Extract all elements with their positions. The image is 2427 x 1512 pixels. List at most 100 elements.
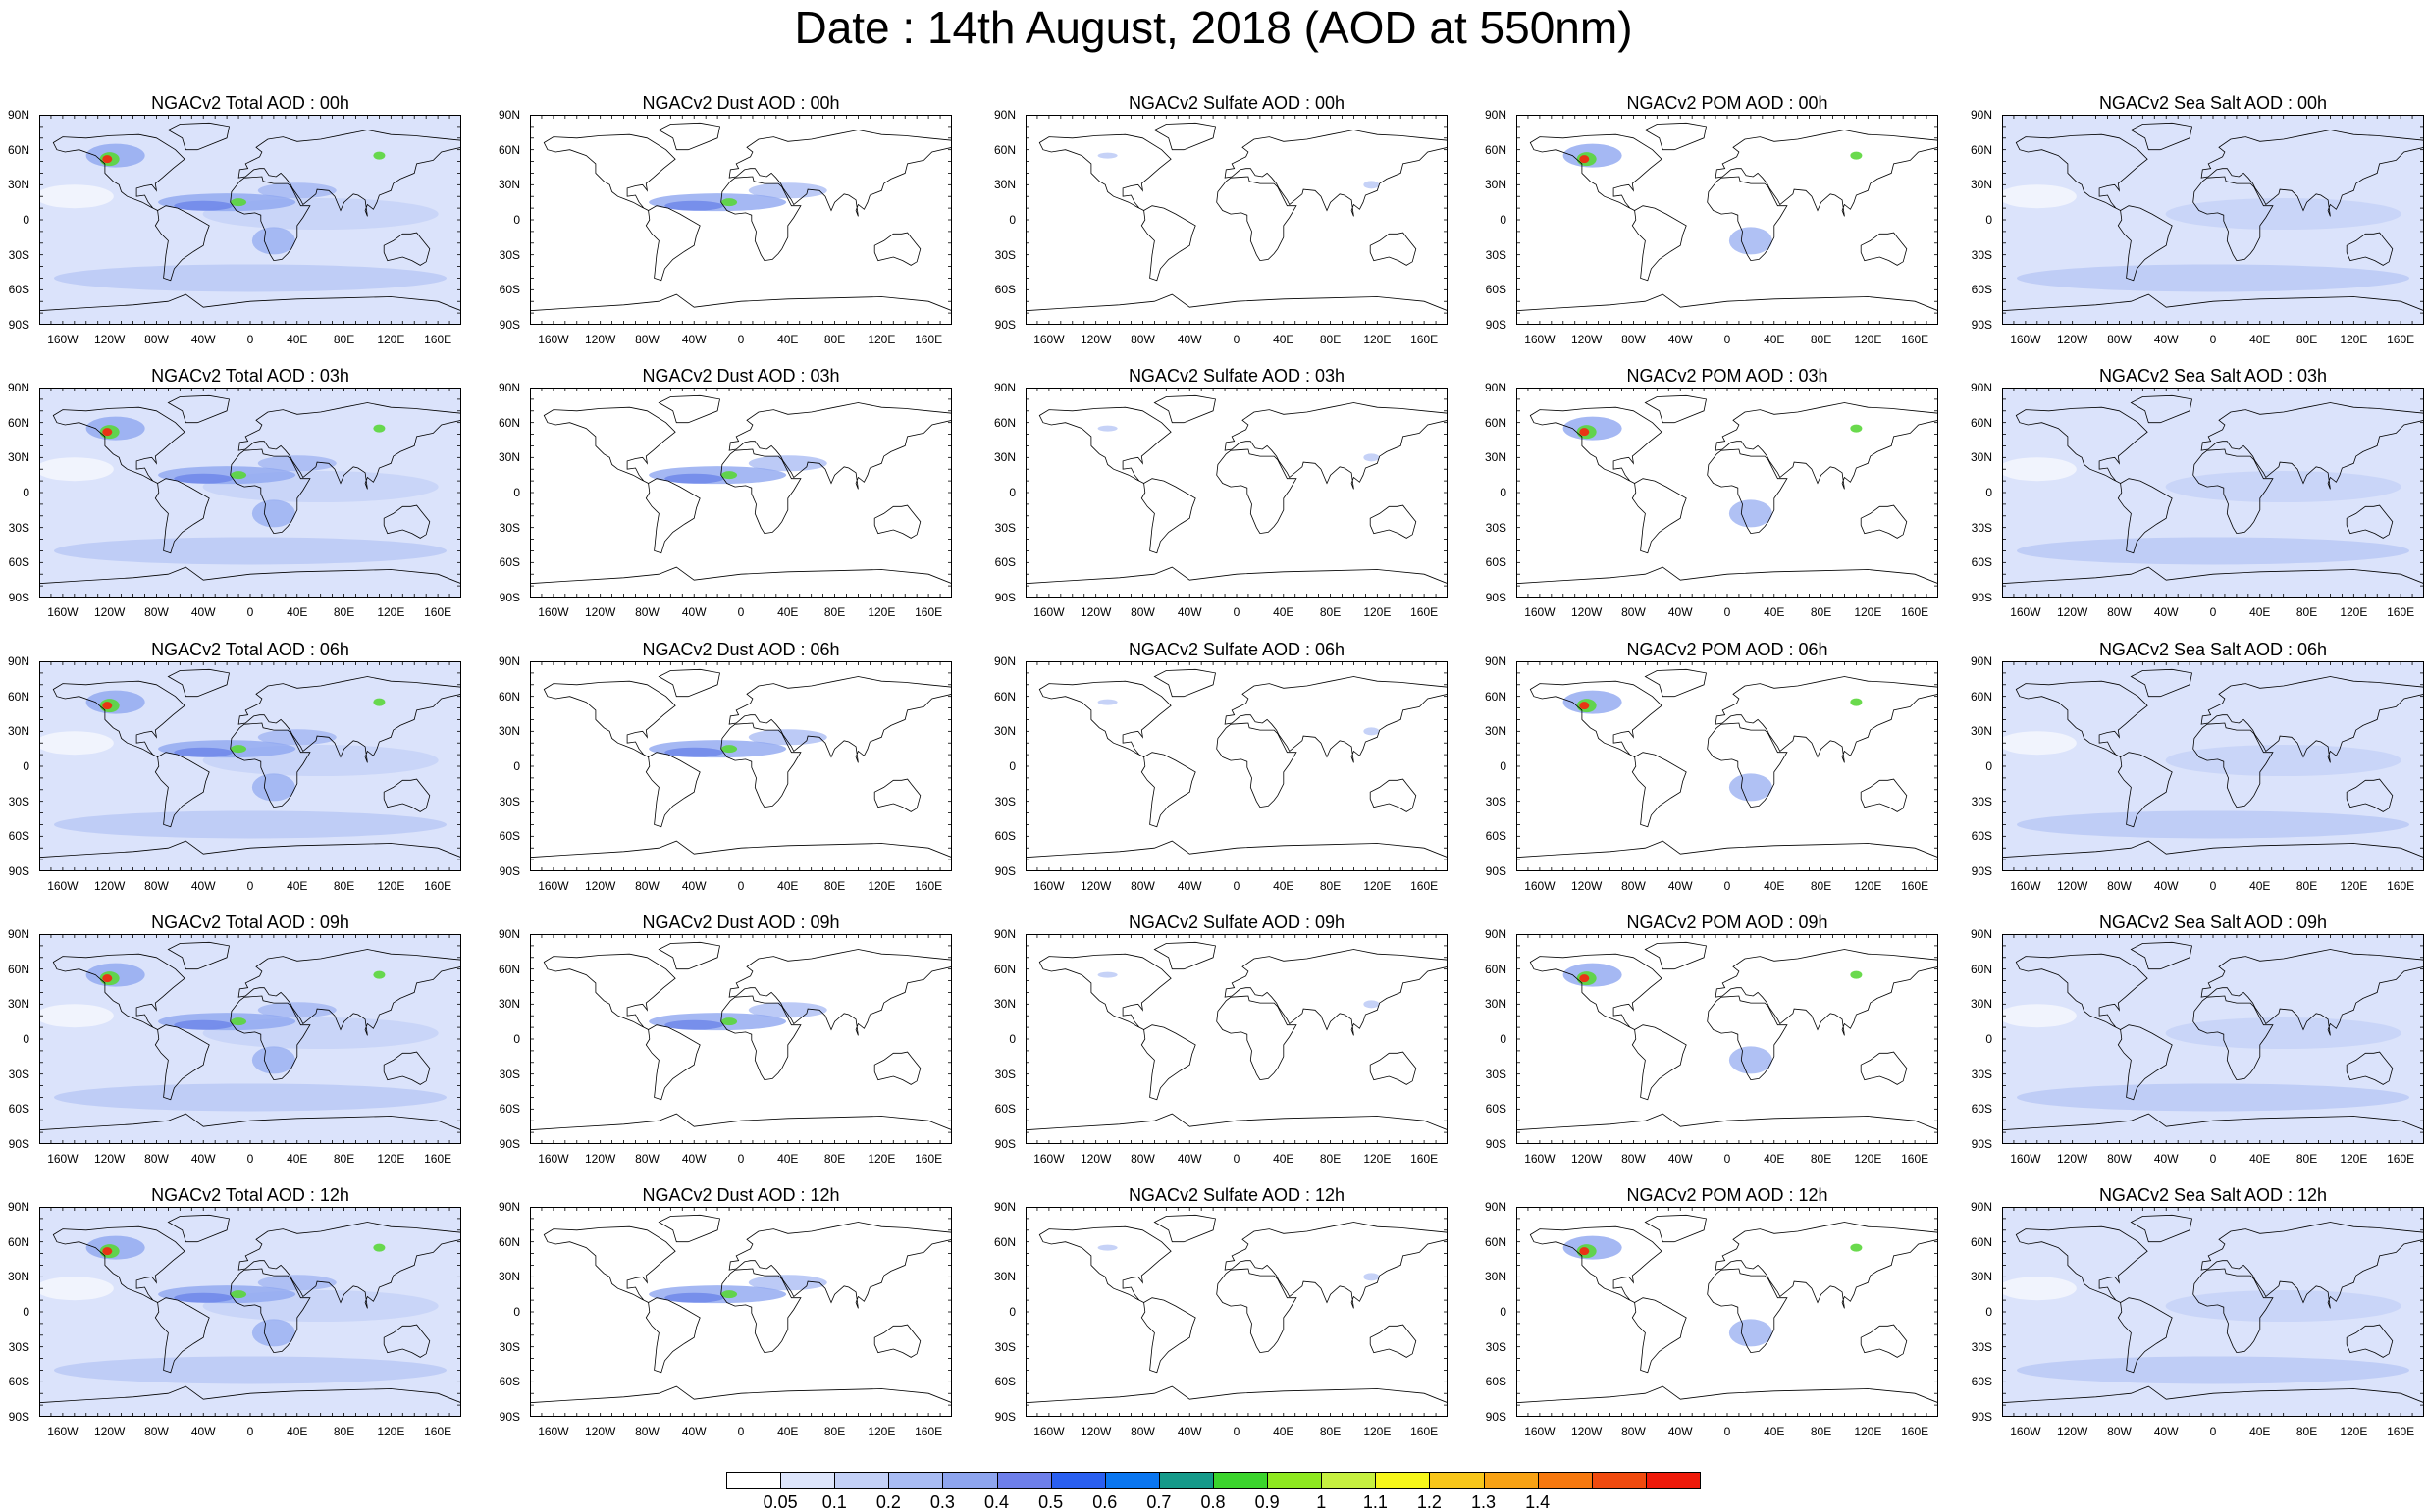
map-plot (39, 661, 461, 871)
coastline-samerica (645, 205, 701, 282)
lon-label: 40E (777, 605, 799, 619)
lat-label: 60S (1971, 1102, 1992, 1117)
world-map (530, 661, 952, 871)
coastline-greenland (658, 668, 720, 698)
aod-plume (664, 747, 724, 757)
lon-label: 120E (2340, 1425, 2368, 1438)
aod-plume (664, 1019, 724, 1030)
lat-label: 0 (1009, 213, 1016, 227)
lat-label: 30N (1484, 450, 1506, 465)
lat-label: 0 (23, 486, 29, 499)
lat-label: 30N (7, 1270, 29, 1284)
lat-label: 90S (1485, 864, 1506, 878)
aod-plume (1850, 970, 1863, 979)
lon-label: 120W (1570, 605, 1603, 619)
lat-label: 0 (513, 1032, 520, 1046)
lat-label: 90S (994, 591, 1016, 604)
coastline-samerica (1631, 1297, 1687, 1374)
coastline-africa (230, 995, 311, 1081)
lon-label: 40W (1667, 1425, 1693, 1438)
lon-label: 160W (47, 1152, 79, 1166)
lat-label: 90S (1971, 318, 1992, 332)
coastline-africa (1216, 995, 1297, 1081)
lat-label: 60S (499, 1102, 520, 1117)
world-map (1026, 1207, 1448, 1417)
lon-label: 40E (777, 1425, 799, 1438)
colorbar-label: 0.4 (984, 1492, 1010, 1512)
lon-label: 120W (1080, 333, 1112, 346)
coastline-namerica (52, 680, 185, 757)
aod-plume (664, 1292, 724, 1303)
map-plot (1516, 388, 1938, 598)
lat-label: 30S (994, 1339, 1016, 1354)
colorbar-label: 0.05 (763, 1492, 798, 1512)
lon-label: 80E (1319, 1425, 1342, 1438)
panel-title: NGACv2 Sulfate AOD : 00h (1128, 93, 1345, 113)
lon-label: 120W (93, 1425, 126, 1438)
lon-label: 40W (190, 879, 216, 893)
coastline-antarctica (1026, 840, 1448, 871)
aod-plume (54, 1356, 447, 1384)
lon-label: 160W (1033, 605, 1065, 619)
colorbar-box (1429, 1472, 1485, 1489)
coastline-antarctica (1026, 293, 1448, 325)
lon-label: 120E (1363, 1425, 1392, 1438)
lon-label: 120E (1363, 605, 1392, 619)
coastline-australia (2346, 1051, 2394, 1085)
coastline-eurasia (2200, 949, 2424, 1036)
lon-label: 40E (1764, 605, 1785, 619)
lon-label: 120W (1570, 333, 1603, 346)
aod-plume (39, 457, 114, 482)
lat-label: 30N (7, 450, 29, 465)
map-plot (39, 388, 461, 598)
coastline-greenland (2130, 1214, 2192, 1243)
lat-label: 60S (994, 1375, 1016, 1389)
aod-plume (174, 1292, 234, 1303)
aod-plume (102, 702, 113, 710)
coastline-eurasia (1224, 949, 1448, 1036)
lon-label: 160W (2010, 1425, 2041, 1438)
lat-label: 30S (1485, 1339, 1506, 1354)
coastline-africa (720, 1268, 802, 1354)
lon-label: 40W (2153, 1152, 2179, 1166)
map-background (530, 115, 952, 325)
map-panel: NGACv2 Sea Salt AOD : 09h 90N 60N 30N 0 30S 60… (1963, 912, 2424, 1187)
world-map (530, 388, 952, 598)
lat-label: 60S (8, 1102, 29, 1117)
lat-label: 30N (993, 450, 1016, 465)
lon-label: 160W (47, 879, 79, 893)
aod-plume (1850, 698, 1863, 706)
map-plot (1516, 115, 1938, 325)
lat-label: 90S (994, 864, 1016, 878)
coastline-australia (383, 504, 431, 539)
lon-label: 40E (1764, 879, 1785, 893)
lon-label: 0 (246, 605, 254, 619)
lon-label: 0 (737, 333, 745, 346)
lon-label: 40W (1667, 1152, 1693, 1166)
lon-label: 80E (823, 1425, 846, 1438)
lon-label: 160E (2387, 879, 2415, 893)
lat-label: 90S (499, 1410, 520, 1424)
lat-label: 0 (1009, 759, 1016, 773)
map-plot (530, 934, 952, 1144)
lon-label: 40W (2153, 879, 2179, 893)
map-plot (2002, 661, 2424, 871)
coastline-australia (873, 504, 922, 539)
lon-label: 120W (2056, 1152, 2088, 1166)
map-plot (1516, 1207, 1938, 1417)
aod-plume (231, 1290, 247, 1299)
aod-plume (251, 1046, 295, 1074)
coastline-greenland (167, 941, 230, 970)
lat-label: 30N (1484, 178, 1506, 192)
lat-label: 30N (7, 997, 29, 1012)
aod-plume (2002, 1004, 2077, 1028)
lat-label: 60N (1970, 689, 1992, 704)
lat-label: 90N (498, 927, 520, 941)
world-map (530, 115, 952, 325)
coastline-eurasia (728, 1222, 952, 1309)
coastline-namerica (52, 1225, 185, 1303)
lat-label: 30N (1484, 1270, 1506, 1284)
coastline-samerica (1140, 752, 1196, 828)
map-plot (2002, 1207, 2424, 1417)
map-panel: NGACv2 Total AOD : 00h 90N 60N 30N 0 30S 60S 90… (0, 93, 461, 368)
